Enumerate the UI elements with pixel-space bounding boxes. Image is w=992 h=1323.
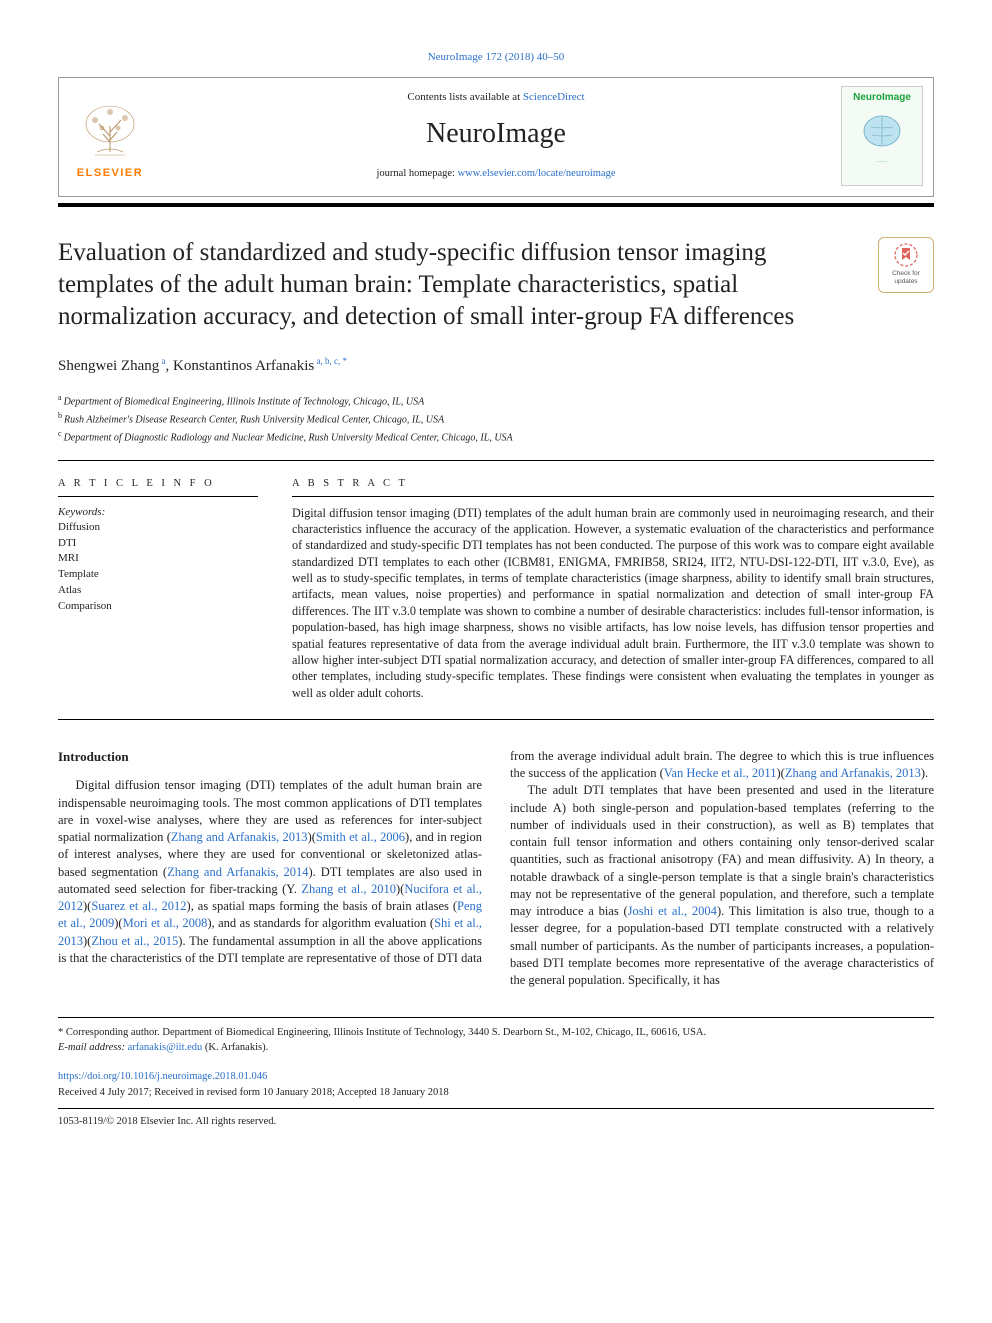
abstract-head: A B S T R A C T [292, 477, 934, 491]
homepage-link[interactable]: www.elsevier.com/locate/neuroimage [458, 168, 616, 179]
citation-link[interactable]: Mori et al., 2008 [123, 916, 208, 930]
received-line: Received 4 July 2017; Received in revise… [58, 1086, 934, 1100]
journal-cover-thumbnail: NeuroImage —— [841, 86, 923, 186]
citation-link[interactable]: Joshi et al., 2004 [628, 904, 717, 918]
copyright: 1053-8119/© 2018 Elsevier Inc. All right… [58, 1108, 934, 1129]
divider-2 [58, 719, 934, 720]
article-info-head: A R T I C L E I N F O [58, 477, 258, 491]
email-link[interactable]: arfanakis@iit.edu [128, 1042, 203, 1053]
citation-link[interactable]: Zhang and Arfanakis, 2013 [171, 830, 308, 844]
journal-name: NeuroImage [163, 115, 829, 153]
citation-link[interactable]: Zhang and Arfanakis, 2013 [785, 766, 921, 780]
citation-link[interactable]: Van Hecke et al., 2011 [664, 766, 777, 780]
elsevier-wordmark: ELSEVIER [77, 166, 143, 181]
check-updates-badge[interactable]: Check forupdates [878, 237, 934, 293]
keyword: Comparison [58, 599, 258, 615]
citation-link[interactable]: Zhang et al., 2010 [301, 882, 396, 896]
doi-link[interactable]: https://doi.org/10.1016/j.neuroimage.201… [58, 1071, 267, 1082]
citation-link[interactable]: Zhou et al., 2015 [91, 934, 178, 948]
divider-1 [58, 460, 934, 461]
email-line: E-mail address: arfanakis@iit.edu (K. Ar… [58, 1041, 934, 1056]
contents-line: Contents lists available at ScienceDirec… [163, 90, 829, 105]
info-rule [58, 496, 258, 497]
cover-caption: —— [877, 160, 887, 166]
affiliation-c: cDepartment of Diagnostic Radiology and … [58, 428, 934, 446]
keyword: DTI [58, 536, 258, 552]
cover-brand-text: NeuroImage [853, 91, 911, 105]
author-2-affil: a, b, c, * [314, 356, 347, 366]
journal-reference-link[interactable]: NeuroImage 172 (2018) 40–50 [428, 51, 565, 63]
footnotes: * Corresponding author. Department of Bi… [58, 1017, 934, 1055]
journal-header: ELSEVIER Contents lists available at Sci… [58, 77, 934, 197]
sciencedirect-link[interactable]: ScienceDirect [523, 91, 585, 103]
doi-line: https://doi.org/10.1016/j.neuroimage.201… [58, 1070, 934, 1084]
keyword: MRI [58, 551, 258, 567]
bookmark-check-icon [894, 243, 918, 267]
brain-icon [857, 107, 907, 157]
citation-link[interactable]: Zhang and Arfanakis, 2014 [167, 865, 308, 879]
corresponding-author: * Corresponding author. Department of Bi… [58, 1026, 934, 1041]
affiliations: aDepartment of Biomedical Engineering, I… [58, 392, 934, 445]
keyword: Atlas [58, 583, 258, 599]
header-rule [58, 203, 934, 207]
affiliation-a: aDepartment of Biomedical Engineering, I… [58, 392, 934, 410]
journal-reference: NeuroImage 172 (2018) 40–50 [58, 50, 934, 65]
body-columns: Introduction Digital diffusion tensor im… [58, 748, 934, 990]
keyword: Diffusion [58, 520, 258, 536]
affiliation-b: bRush Alzheimer's Disease Research Cente… [58, 410, 934, 428]
abstract-rule [292, 496, 934, 497]
article-title: Evaluation of standardized and study-spe… [58, 237, 862, 333]
elsevier-tree-icon [75, 102, 145, 164]
citation-link[interactable]: Suarez et al., 2012 [91, 899, 186, 913]
abstract-text: Digital diffusion tensor imaging (DTI) t… [292, 505, 934, 701]
author-1: Shengwei Zhang [58, 358, 159, 374]
body-paragraph-2: The adult DTI templates that have been p… [510, 782, 934, 989]
keywords-list: Diffusion DTI MRI Template Atlas Compari… [58, 520, 258, 616]
author-2: Konstantinos Arfanakis [173, 358, 314, 374]
elsevier-logo: ELSEVIER [69, 91, 151, 181]
intro-heading: Introduction [58, 748, 482, 766]
keyword: Template [58, 567, 258, 583]
citation-link[interactable]: Smith et al., 2006 [316, 830, 405, 844]
keywords-label: Keywords: [58, 505, 258, 520]
homepage-line: journal homepage: www.elsevier.com/locat… [163, 167, 829, 181]
author-1-affil: a [159, 356, 165, 366]
authors: Shengwei Zhang a, Konstantinos Arfanakis… [58, 355, 934, 376]
